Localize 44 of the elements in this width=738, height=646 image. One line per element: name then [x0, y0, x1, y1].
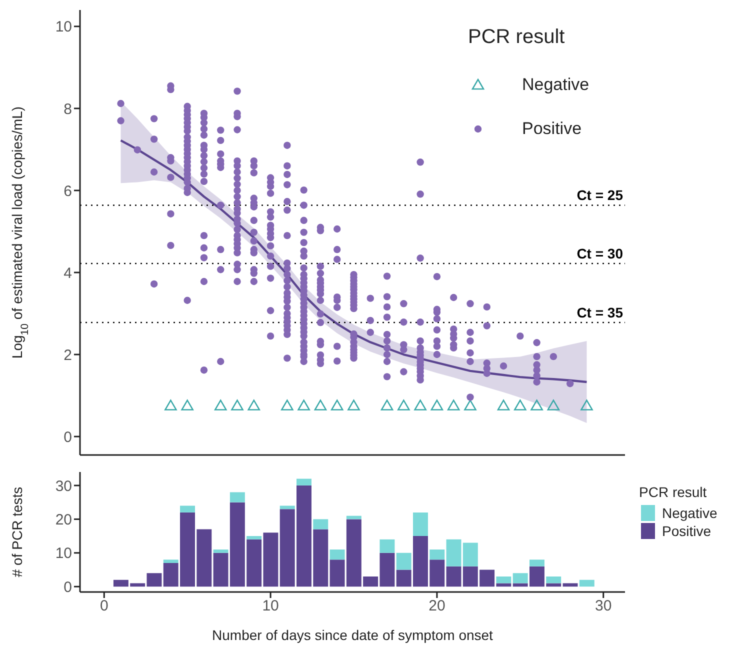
bar	[579, 580, 594, 587]
legend-label: Negative	[662, 505, 718, 521]
y-axis-title: # of PCR tests	[9, 486, 25, 578]
y-tick-label: 10	[55, 545, 72, 562]
y-tick-label: 30	[55, 478, 72, 495]
x-tick-label: 0	[100, 598, 108, 615]
legend-title: PCR result	[639, 484, 708, 500]
bar	[396, 552, 412, 570]
bar	[246, 536, 262, 540]
annotation: Ct = 35	[576, 304, 624, 321]
bar	[180, 506, 195, 512]
legend-label: Positive	[522, 119, 582, 139]
bar	[230, 492, 245, 502]
y-tick-label: 8	[64, 100, 72, 118]
y-tick-label: 0	[64, 428, 72, 446]
y-tick-label: 2	[64, 346, 72, 364]
legend-label: Negative	[522, 75, 590, 95]
bar	[562, 583, 578, 587]
bar	[496, 576, 512, 584]
bar	[213, 550, 228, 553]
bar	[380, 539, 395, 553]
x-axis-title: Number of days since date of symptom onset	[212, 627, 494, 643]
y-tick-label: 4	[64, 264, 72, 282]
bar	[280, 506, 295, 510]
bar	[163, 560, 178, 564]
y-tick-label: 20	[55, 512, 72, 529]
x-tick-label: 10	[262, 598, 279, 615]
y-tick-label: 10	[55, 18, 72, 36]
y-tick-label: 0	[64, 578, 72, 596]
annotation: Ct = 30	[576, 245, 624, 262]
y-tick-label: 6	[64, 182, 72, 200]
bar	[529, 560, 544, 566]
bar	[296, 478, 312, 486]
bar	[313, 519, 328, 530]
legend-label: Positive	[662, 523, 712, 539]
bar	[430, 550, 445, 560]
bar	[512, 573, 528, 584]
x-tick-label: 20	[428, 598, 446, 615]
bar	[412, 512, 428, 536]
annotation: Ct = 25	[576, 187, 624, 204]
bar	[546, 576, 562, 584]
x-tick-label: 30	[595, 598, 612, 615]
legend-title: PCR result	[468, 26, 566, 49]
bar	[330, 550, 345, 560]
